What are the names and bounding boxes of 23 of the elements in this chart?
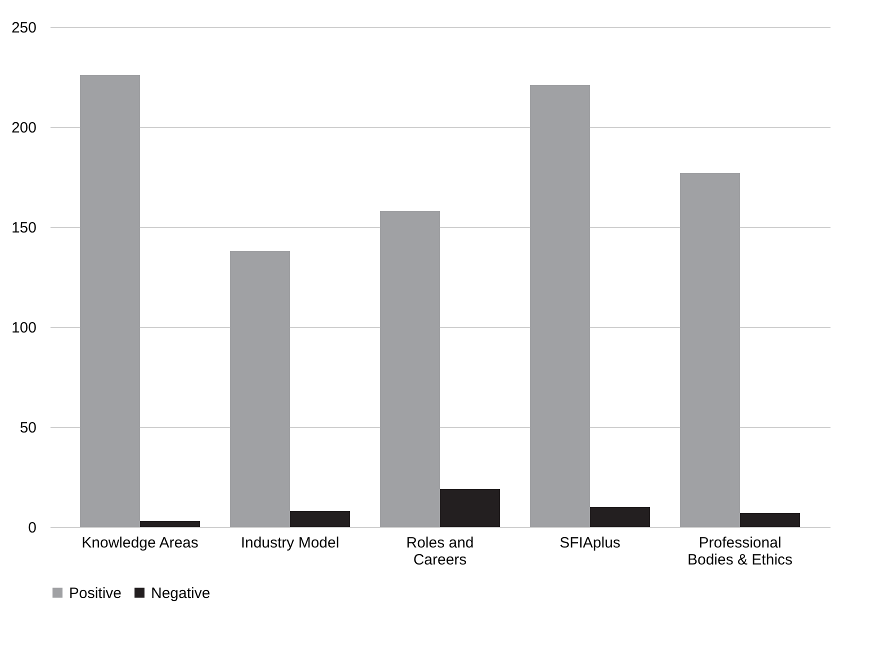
bar [140, 521, 200, 527]
y-tick-label: 200 [11, 120, 36, 136]
x-tick-label: Knowledge Areas [82, 534, 198, 552]
x-tick-label: Industry Model [240, 534, 340, 552]
bar [440, 489, 500, 527]
x-tick-label: SFIAplus [560, 534, 620, 552]
bar [590, 507, 650, 527]
x-tick-label: Roles and Careers [406, 534, 474, 568]
bar [680, 173, 740, 527]
bar [740, 513, 800, 527]
bar [380, 211, 440, 527]
y-tick-label: 150 [11, 220, 36, 236]
bar [230, 251, 290, 527]
y-tick-label: 50 [20, 420, 36, 436]
bar [290, 511, 350, 527]
y-tick-label: 250 [11, 20, 36, 36]
legend-label: Positive [69, 584, 122, 602]
y-tick-label: 100 [11, 320, 36, 336]
legend-label: Negative [151, 584, 210, 602]
bar [530, 85, 590, 527]
y-tick-label: 0 [28, 520, 36, 536]
bar [80, 75, 140, 527]
x-tick-label: Professional Bodies & Ethics [687, 534, 793, 568]
